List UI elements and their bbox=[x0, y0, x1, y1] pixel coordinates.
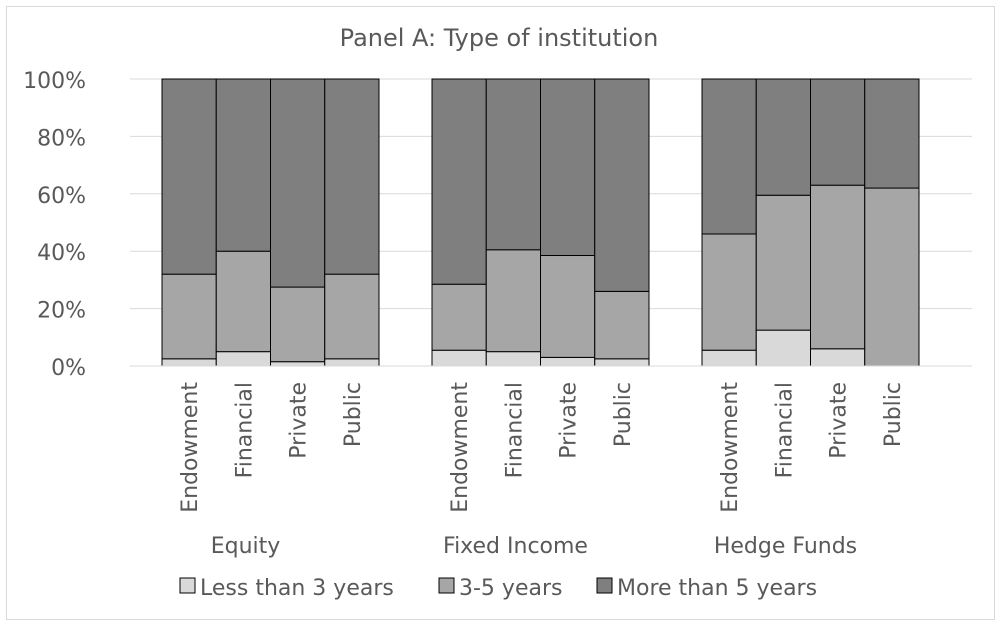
bar-segment-fixed-income-financial-more-than-5-years bbox=[485, 78, 541, 251]
bar-segment-hedge-funds-financial-3-5-years bbox=[755, 194, 811, 331]
bar-segment-fixed-income-financial-3-5-years bbox=[485, 249, 541, 353]
legend-item-more-than-5-years: More than 5 years bbox=[596, 576, 817, 601]
legend: Less than 3 years 3-5 years More than 5 ye… bbox=[179, 576, 817, 601]
bar-segment-equity-endowment-more-than-5-years bbox=[161, 78, 217, 275]
category-label: Private bbox=[557, 382, 582, 459]
y-tick-label: 60% bbox=[37, 184, 86, 209]
bar-segment-equity-private-less-than-3-years bbox=[270, 361, 326, 367]
bar-segment-fixed-income-private-3-5-years bbox=[540, 255, 596, 358]
y-tick-label: 100% bbox=[23, 69, 86, 94]
category-label: Endowment bbox=[718, 382, 743, 513]
x-axis-group-labels: Equity Fixed Income Hedge Funds bbox=[211, 534, 857, 559]
legend-label: 3-5 years bbox=[459, 576, 562, 601]
group-label: Equity bbox=[211, 534, 281, 559]
bar-segment-fixed-income-public-3-5-years bbox=[594, 290, 650, 360]
y-tick-label: 20% bbox=[37, 299, 86, 324]
y-tick-label: 40% bbox=[37, 241, 86, 266]
bar-segment-equity-public-3-5-years bbox=[324, 273, 380, 360]
bar-segment-fixed-income-private-more-than-5-years bbox=[540, 78, 596, 257]
category-label: Private bbox=[827, 382, 852, 459]
bar-segment-fixed-income-endowment-more-than-5-years bbox=[431, 78, 487, 285]
bar-segment-hedge-funds-endowment-less-than-3-years bbox=[701, 349, 757, 367]
bar-segment-equity-private-3-5-years bbox=[270, 286, 326, 363]
bar-segment-hedge-funds-public-3-5-years bbox=[864, 187, 920, 367]
bar-segment-equity-financial-3-5-years bbox=[215, 250, 271, 353]
bars bbox=[161, 78, 920, 367]
category-label: Public bbox=[341, 382, 366, 447]
bar-segment-hedge-funds-financial-less-than-3-years bbox=[755, 329, 811, 367]
category-label: Endowment bbox=[178, 382, 203, 513]
category-label: Financial bbox=[502, 382, 527, 478]
bar-segment-equity-financial-more-than-5-years bbox=[215, 78, 271, 252]
bar-segment-hedge-funds-endowment-more-than-5-years bbox=[701, 78, 757, 235]
legend-label: More than 5 years bbox=[617, 576, 817, 601]
bar-segment-equity-financial-less-than-3-years bbox=[215, 351, 271, 367]
chart-title: Panel A: Type of institution bbox=[340, 24, 659, 52]
x-axis-category-labels: Endowment Financial Private Public Endowment… bbox=[178, 382, 906, 513]
bar-segment-hedge-funds-public-more-than-5-years bbox=[864, 78, 920, 189]
bar-segment-equity-private-more-than-5-years bbox=[270, 78, 326, 288]
bar-segment-equity-public-more-than-5-years bbox=[324, 78, 380, 275]
legend-swatch bbox=[596, 577, 613, 594]
bar-segment-fixed-income-financial-less-than-3-years bbox=[485, 351, 541, 367]
category-label: Financial bbox=[772, 382, 797, 478]
category-label: Private bbox=[287, 382, 312, 459]
y-tick-label: 80% bbox=[37, 126, 86, 151]
bar-segment-hedge-funds-private-less-than-3-years bbox=[810, 348, 866, 367]
bar-segment-hedge-funds-private-3-5-years bbox=[810, 184, 866, 350]
bar-segment-fixed-income-endowment-less-than-3-years bbox=[431, 349, 487, 367]
legend-swatch bbox=[179, 577, 196, 594]
bar-segment-hedge-funds-financial-more-than-5-years bbox=[755, 78, 811, 196]
category-label: Endowment bbox=[448, 382, 473, 513]
bar-segment-fixed-income-public-less-than-3-years bbox=[594, 358, 650, 367]
group-label: Fixed Income bbox=[443, 534, 588, 559]
group-label: Hedge Funds bbox=[714, 534, 857, 559]
legend-label: Less than 3 years bbox=[200, 576, 394, 601]
bar-segment-fixed-income-public-more-than-5-years bbox=[594, 78, 650, 292]
bar-segment-fixed-income-private-less-than-3-years bbox=[540, 356, 596, 367]
category-label: Financial bbox=[232, 382, 257, 478]
bar-segment-equity-endowment-3-5-years bbox=[161, 273, 217, 360]
bar-segment-fixed-income-endowment-3-5-years bbox=[431, 283, 487, 351]
y-tick-label: 0% bbox=[51, 356, 86, 381]
y-axis-tick-labels: 0% 20% 40% 60% 80% 100% bbox=[23, 69, 86, 381]
legend-item-3-5-years: 3-5 years bbox=[438, 576, 562, 601]
legend-item-less-than-3-years: Less than 3 years bbox=[179, 576, 394, 601]
bar-segment-equity-public-less-than-3-years bbox=[324, 358, 380, 367]
bar-segment-hedge-funds-private-more-than-5-years bbox=[810, 78, 866, 186]
legend-swatch bbox=[438, 577, 455, 594]
bar-segment-hedge-funds-endowment-3-5-years bbox=[701, 233, 757, 351]
category-label: Public bbox=[611, 382, 636, 447]
category-label: Public bbox=[881, 382, 906, 447]
bar-segment-equity-endowment-less-than-3-years bbox=[161, 358, 217, 367]
